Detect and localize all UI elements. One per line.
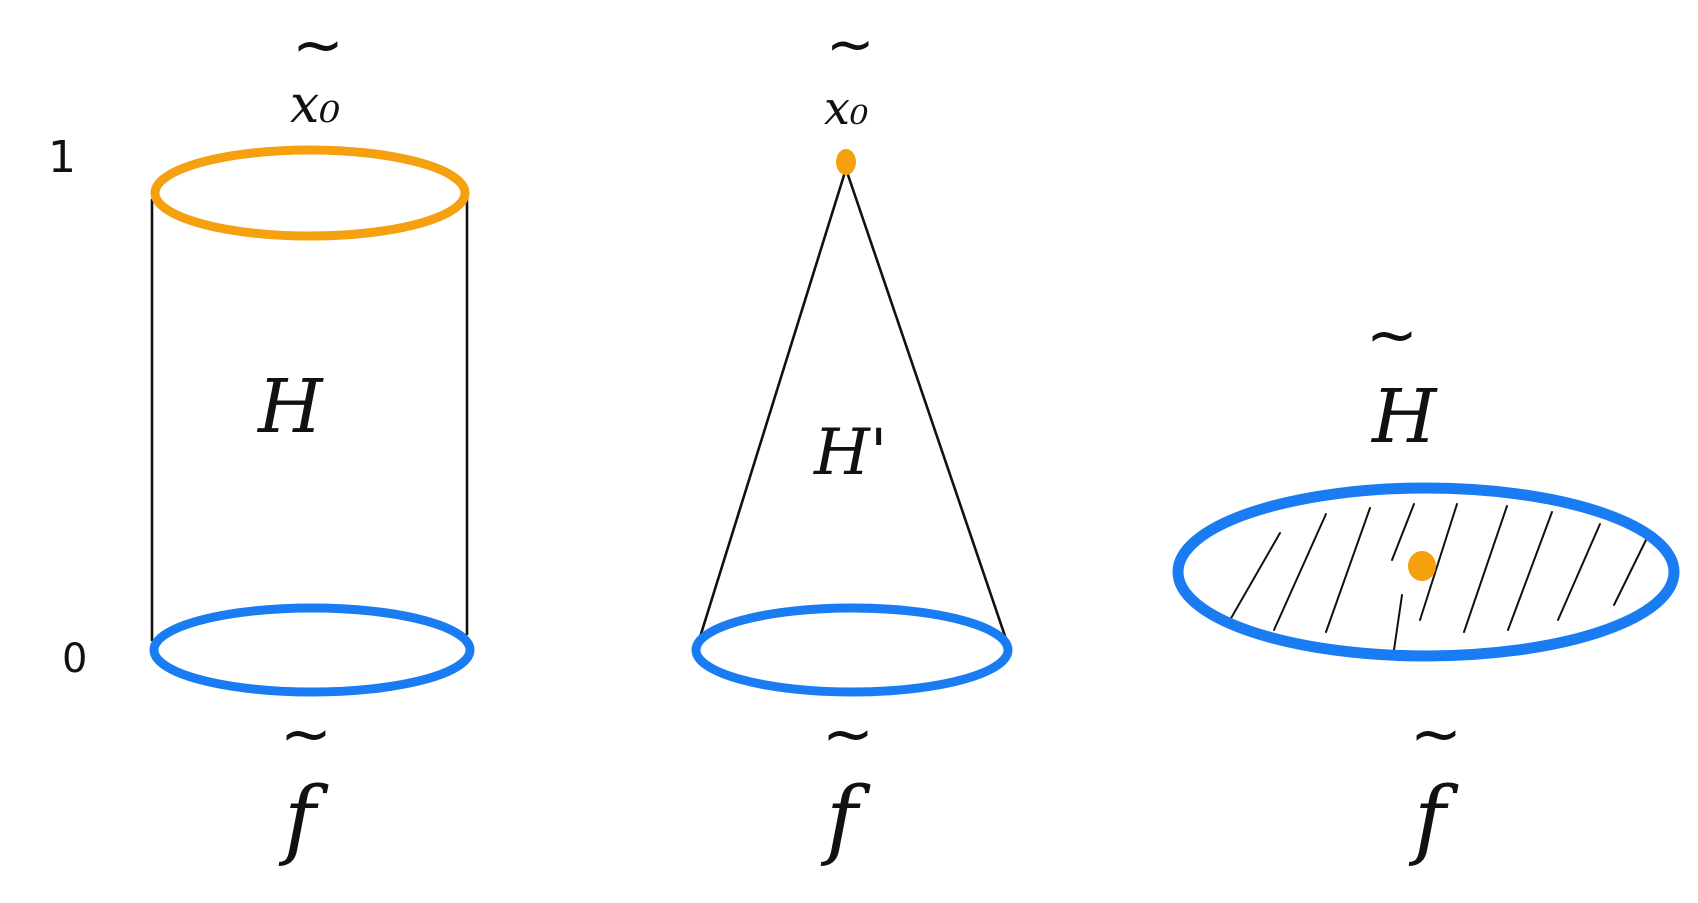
cylinder-bottom-ellipse [149,603,475,697]
cone-bottom-tilde: ~ [822,697,874,770]
cylinder-top-tilde: ~ [292,8,344,81]
disk-boundary-ellipse [1172,482,1680,662]
cone-apex-point [836,149,856,175]
cone-top-label: x₀ [824,81,868,135]
cylinder-bottom-tilde: ~ [280,697,332,770]
cylinder-top-label: x₀ [290,75,340,135]
axis-label-one: 1 [48,132,76,183]
cone-figure: ~ x₀ H' ~ f [691,10,1013,869]
cylinder-top-ellipse [150,145,470,241]
disk-above-label: H [1370,374,1438,460]
disk-hatching [1229,503,1647,651]
disk-bottom-label: f [1408,769,1459,869]
disk-figure: ~ H ~ f [1172,298,1680,869]
disk-bottom-tilde: ~ [1410,697,1462,770]
cone-left-side [694,170,847,652]
cylinder-figure: ~ x₀ H ~ f [149,8,475,869]
cone-bottom-ellipse [691,603,1013,697]
cone-right-side [845,170,1009,644]
cone-interior-label: H' [813,416,887,490]
disk-above-tilde: ~ [1366,298,1418,371]
axis-label-zero: 0 [62,636,87,682]
cylinder-interior-label: H [256,364,324,450]
disk-center-point [1408,551,1436,581]
cone-top-tilde: ~ [826,10,875,78]
cylinder-bottom-label: f [278,769,329,869]
cone-bottom-label: f [820,769,871,869]
